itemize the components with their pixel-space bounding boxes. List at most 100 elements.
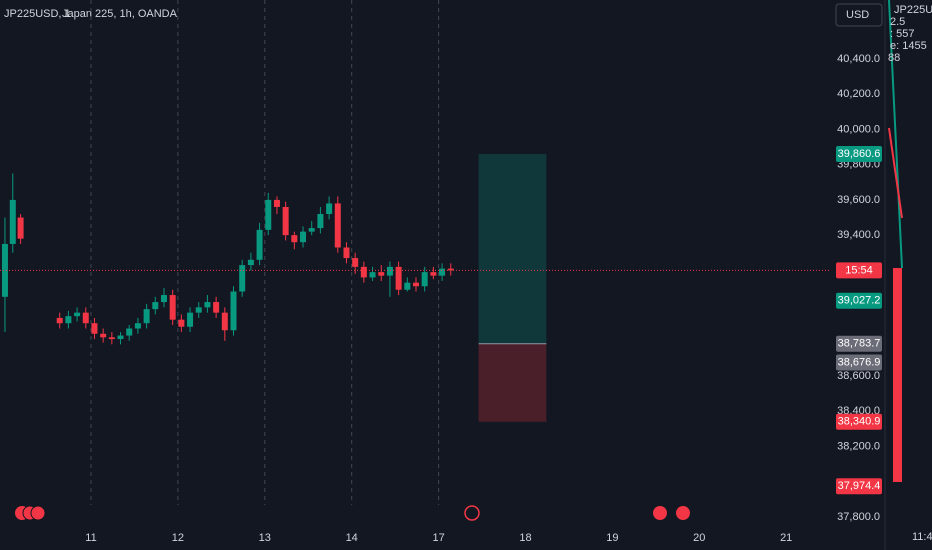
price-tag	[836, 478, 882, 495]
x-tick-label: 12	[172, 532, 184, 544]
currency-button[interactable]	[835, 3, 883, 27]
candle-body	[308, 228, 315, 232]
candle-body	[152, 302, 159, 310]
y-tick-label: 40,400.0	[837, 53, 880, 65]
panel-text: e: 1455	[890, 40, 927, 52]
price-tag-label: 38,676.9	[838, 356, 881, 368]
candle-body	[326, 203, 333, 215]
candle-body	[100, 333, 107, 338]
loss-zone	[478, 343, 547, 422]
candle-body	[247, 259, 254, 266]
price-tag-label: 38,340.9	[838, 416, 881, 428]
candle-body	[1, 243, 8, 297]
panel-symbol: JP225USD	[894, 4, 932, 16]
y-tick-label: 40,000.0	[837, 123, 880, 135]
candle-body	[91, 323, 98, 334]
price-tag	[836, 335, 882, 352]
y-tick-label: 38,600.0	[837, 370, 880, 382]
x-tick-label: 11	[85, 532, 96, 544]
y-tick-label: 39,400.0	[837, 229, 880, 241]
panel-text: 88	[888, 52, 900, 64]
clock: 11:4	[912, 531, 932, 543]
candle-body	[17, 217, 24, 239]
price-tag	[836, 262, 882, 279]
candle-body	[360, 266, 367, 278]
event-icon	[653, 506, 667, 520]
x-tick-label: 21	[780, 532, 792, 544]
price-tag-label: 38,783.7	[838, 338, 881, 350]
price-tag	[836, 292, 882, 309]
candle-body	[230, 291, 237, 331]
candle-body	[439, 268, 446, 276]
candle-body	[195, 307, 202, 313]
candle-body	[300, 231, 307, 243]
candle-body	[204, 302, 211, 308]
profit-zone	[478, 154, 547, 344]
candle-body	[239, 265, 246, 292]
candle-body	[334, 203, 341, 248]
y-tick-label: 37,800.0	[837, 511, 880, 523]
candle-body	[404, 282, 411, 290]
x-tick-label: 17	[432, 532, 444, 544]
price-tag-label: 39,027.2	[838, 295, 881, 307]
candle-body	[187, 312, 194, 327]
candle-body	[56, 317, 63, 324]
event-icon	[676, 506, 690, 520]
event-icon	[30, 505, 46, 521]
candle-body	[126, 328, 133, 336]
candle-body	[352, 258, 359, 267]
y-tick-label: 39,600.0	[837, 194, 880, 206]
candle-body	[74, 312, 81, 317]
candle-body	[169, 295, 176, 320]
candle-body	[412, 282, 419, 287]
candle-body	[256, 229, 263, 260]
candle-body	[213, 302, 220, 313]
candle-body	[265, 199, 272, 230]
currency: USD	[846, 9, 869, 21]
price-tag-label: 37,974.4	[838, 480, 881, 492]
candle-body	[430, 272, 437, 276]
x-tick-label: 19	[606, 532, 618, 544]
candle-body	[386, 266, 393, 276]
candle-body	[421, 272, 428, 287]
panel-bars	[893, 268, 902, 482]
price-tag-label: 39,860.6	[838, 148, 881, 160]
price-tag	[836, 146, 882, 163]
event-icons	[15, 505, 690, 521]
candle-body	[317, 214, 324, 229]
event-icon	[464, 505, 480, 521]
candle-body	[447, 268, 454, 271]
y-tick-label: 40,200.0	[837, 88, 880, 100]
symbol-description: Japan 225, 1h, OANDA	[62, 8, 178, 20]
candle-body	[343, 247, 350, 259]
candle-body	[178, 319, 185, 327]
price-tag	[836, 413, 882, 430]
panel-text: : 557	[890, 28, 914, 40]
panel-line	[888, 127, 903, 219]
candle-body	[273, 199, 280, 207]
candle-body	[117, 335, 124, 340]
candle-body	[221, 312, 228, 331]
candle-body	[369, 272, 376, 278]
panel-line	[888, 0, 903, 269]
candle-body	[82, 312, 89, 324]
candle-body	[65, 316, 72, 324]
candle-body	[282, 206, 289, 236]
candle-body	[108, 337, 115, 340]
candle-body	[9, 199, 16, 244]
panel-text: 2.5	[890, 16, 905, 28]
x-tick-label: 13	[259, 532, 271, 544]
symbol: JP225USD, 1	[4, 8, 71, 20]
candle-body	[143, 309, 150, 324]
x-tick-label: 20	[693, 532, 705, 544]
candle-body	[291, 235, 298, 243]
price-tag-label: 15:54	[845, 264, 873, 276]
x-tick-label: 14	[346, 532, 358, 544]
candle-body	[160, 295, 167, 303]
x-tick-label: 18	[519, 532, 531, 544]
price-tag	[836, 354, 882, 371]
candle-body	[395, 266, 402, 290]
candle-body	[134, 323, 141, 329]
